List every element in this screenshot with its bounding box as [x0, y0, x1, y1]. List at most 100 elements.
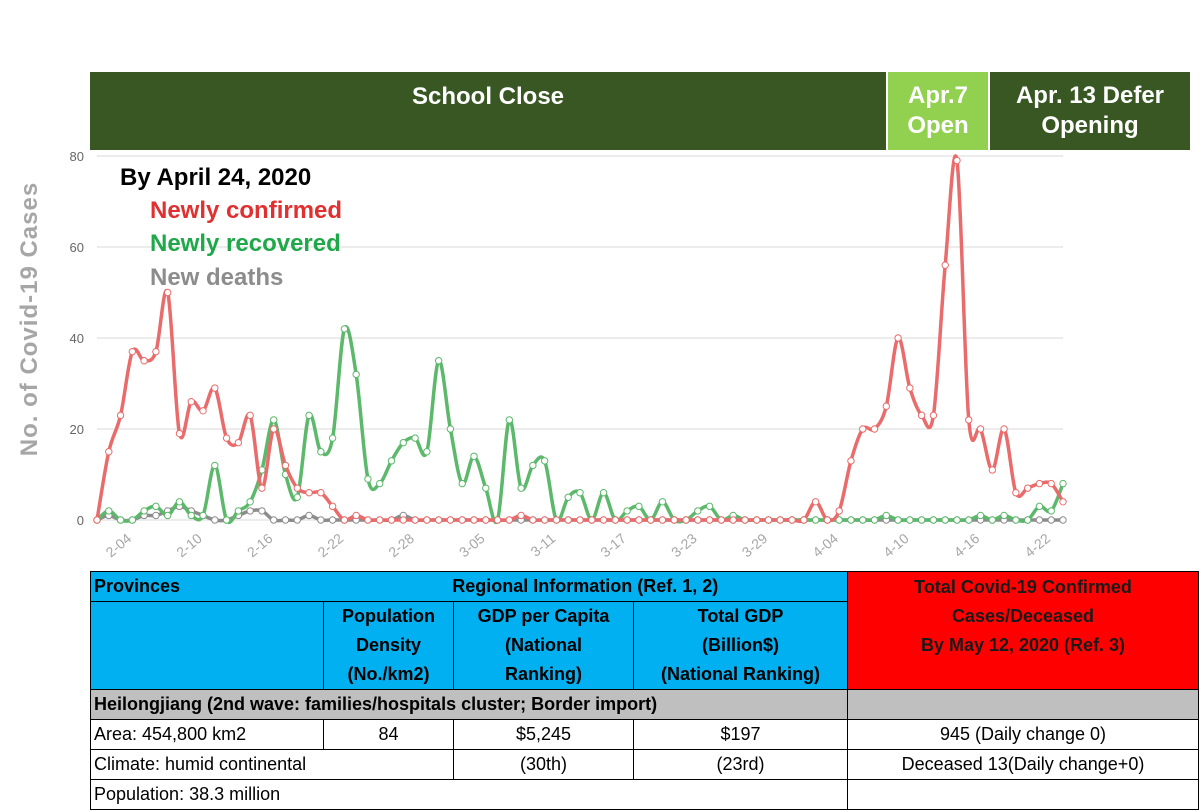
data-point-newly-recovered [187, 511, 195, 520]
total-gdp-rank-cell: (23rd) [633, 749, 848, 780]
y-tick-label: 60 [70, 240, 84, 255]
pop-density-line1: Population [342, 606, 435, 626]
data-point-newly-recovered [1023, 516, 1032, 524]
y-tick-label: 40 [70, 331, 84, 346]
data-point-newly-confirmed [128, 347, 137, 356]
data-point-newly-confirmed [894, 334, 902, 342]
total-gdp-line3: (National Ranking) [660, 664, 820, 684]
data-point-newly-recovered [328, 434, 337, 442]
data-point-newly-recovered [894, 516, 902, 524]
data-point-newly-recovered [599, 489, 608, 497]
x-tick-label: 2-10 [173, 530, 205, 560]
data-point-newly-confirmed [741, 516, 749, 524]
data-point-newly-recovered [835, 516, 843, 524]
defer-label: Apr. 13 Defer [1015, 82, 1165, 109]
data-point-newly-recovered [941, 516, 949, 524]
data-point-newly-recovered [293, 493, 301, 501]
data-point-newly-recovered [364, 475, 372, 483]
data-point-newly-recovered [175, 498, 184, 506]
data-point-newly-confirmed [576, 516, 584, 524]
data-point-newly-confirmed [493, 516, 502, 524]
data-point-newly-confirmed [163, 288, 172, 297]
data-point-newly-recovered [1012, 516, 1020, 524]
x-tick-label: 2-22 [315, 530, 347, 560]
x-tick-label: 2-16 [244, 530, 276, 560]
data-point-newly-confirmed [788, 516, 796, 524]
x-tick-label: 4-22 [1021, 530, 1053, 560]
data-point-newly-recovered [1047, 507, 1055, 515]
regional-info-header: Regional Information (Ref. 1, 2) [323, 571, 848, 602]
gdp-capita-cell: $5,245 [453, 719, 634, 750]
data-point-newly-confirmed [482, 516, 490, 524]
data-point-newly-confirmed [328, 502, 337, 511]
data-point-newly-recovered [482, 484, 490, 492]
legend-deaths: New deaths [150, 264, 284, 291]
data-point-newly-recovered [658, 498, 667, 506]
data-point-newly-confirmed [376, 516, 384, 524]
data-point-new-deaths [1059, 516, 1067, 524]
data-point-newly-recovered [140, 507, 148, 515]
data-point-newly-recovered [270, 416, 278, 424]
data-point-newly-recovered [694, 507, 702, 515]
data-point-newly-confirmed [599, 516, 608, 524]
data-point-newly-recovered [387, 457, 396, 465]
total-cases-header-line3: By May 12, 2020 (Ref. 3) [920, 634, 1126, 655]
data-point-newly-recovered [564, 493, 572, 501]
data-point-newly-confirmed [317, 489, 325, 497]
data-point-newly-confirmed [199, 407, 207, 415]
data-point-newly-confirmed [988, 466, 997, 474]
data-point-newly-confirmed [1000, 425, 1008, 433]
opening-label: Opening [1041, 112, 1139, 139]
data-point-newly-confirmed [211, 384, 219, 392]
gdp-capita-line1: GDP per Capita [477, 606, 610, 626]
data-point-newly-confirmed [941, 261, 949, 269]
total-gdp-header: Total GDP (Billion$) (National Ranking) [633, 601, 848, 690]
provinces-header-blank [90, 601, 324, 690]
total-gdp-line2: (Billion$) [702, 635, 779, 655]
data-point-newly-confirmed [847, 457, 855, 465]
data-point-newly-confirmed [281, 461, 290, 470]
data-point-newly-recovered [376, 479, 384, 488]
data-point-newly-confirmed [588, 516, 596, 524]
total-cases-header-line1: Total Covid-19 Confirmed [914, 576, 1132, 597]
data-point-newly-recovered [446, 425, 455, 433]
deceased-cell: Deceased 13(Daily change+0) [847, 749, 1199, 780]
data-point-newly-confirmed [234, 438, 243, 447]
data-point-newly-confirmed [529, 516, 537, 524]
data-point-newly-confirmed [1059, 498, 1067, 506]
data-point-new-deaths [211, 516, 219, 524]
x-tick-label: 3-23 [668, 530, 700, 560]
open-label: Open [907, 112, 969, 139]
data-point-newly-recovered [116, 516, 125, 524]
data-point-new-deaths [1047, 516, 1055, 524]
data-point-newly-recovered [399, 438, 407, 447]
data-point-newly-confirmed [776, 516, 784, 524]
legend-recovered: Newly recovered [150, 230, 341, 257]
defer-opening-banner: Apr. 13 Defer Opening [990, 72, 1190, 150]
data-point-newly-confirmed [753, 516, 761, 524]
data-point-newly-recovered [246, 498, 254, 506]
x-tick-label: 3-29 [739, 530, 771, 560]
x-tick-label: 4-16 [951, 530, 983, 560]
data-point-newly-recovered [917, 516, 926, 524]
data-point-newly-confirmed [293, 484, 301, 492]
covid-line-chart: 0 20 40 60 80 2-04 2-10 2-16 2-22 2-28 3-05 3-11 3-1… [70, 149, 1067, 560]
data-point-newly-recovered [317, 448, 325, 456]
data-point-new-deaths [293, 516, 301, 524]
data-point-newly-recovered [906, 516, 914, 524]
data-point-newly-confirmed [399, 516, 407, 524]
y-tick-label: 20 [70, 422, 84, 437]
y-tick-label: 0 [77, 513, 84, 528]
data-point-newly-confirmed [187, 398, 195, 406]
data-point-newly-recovered [211, 461, 219, 470]
data-point-newly-confirmed [658, 516, 667, 524]
data-point-new-deaths [1035, 516, 1044, 524]
data-point-newly-confirmed [670, 516, 678, 524]
y-tick-label: 80 [70, 149, 84, 164]
x-tick-label: 3-17 [597, 530, 629, 560]
data-point-newly-recovered [517, 484, 525, 492]
school-close-label: School Close [411, 83, 565, 110]
pop-density-line2: Density [355, 635, 422, 655]
apr7-open-banner: Apr.7 Open [886, 72, 990, 150]
data-point-newly-confirmed [694, 516, 702, 524]
